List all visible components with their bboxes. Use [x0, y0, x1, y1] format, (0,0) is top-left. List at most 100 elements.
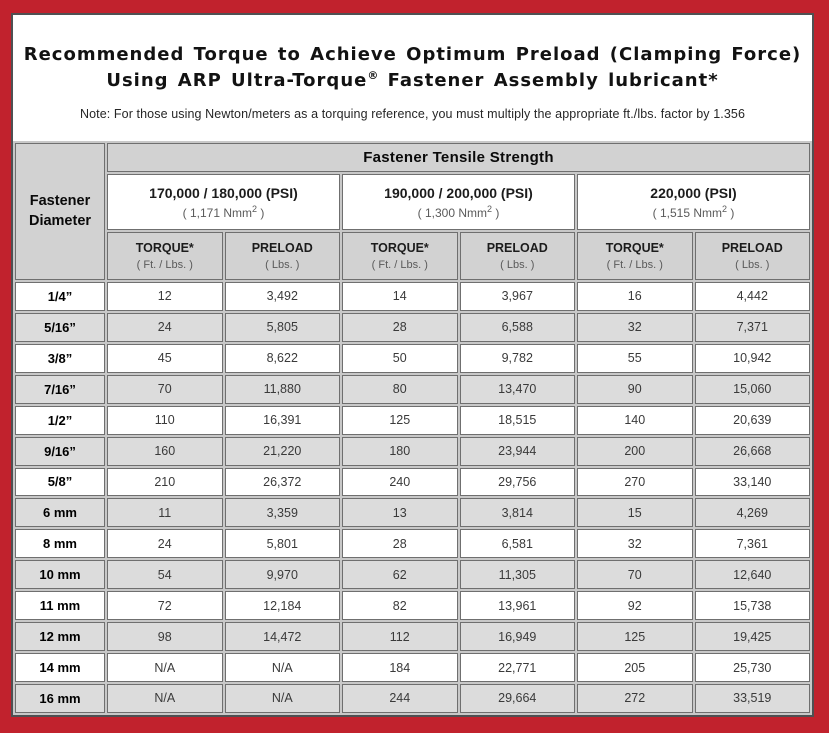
nmm-prefix: ( 1,515 Nmm [652, 205, 722, 220]
torque-value-cell: 54 [107, 560, 223, 590]
content-frame: Recommended Torque to Achieve Optimum Pr… [11, 13, 814, 717]
preload-value-cell: 23,944 [459, 436, 575, 466]
torque-value-cell: 140 [577, 405, 693, 435]
table-row: 1/2” 110 16,391 125 18,515 140 20,639 [15, 405, 810, 435]
page-title-line2-rest: Fastener Assembly lubricant* [378, 70, 719, 91]
psi-group-190-200: 190,000 / 200,000 (PSI) ( 1,300 Nmm2 ) [342, 174, 575, 230]
preload-value-cell: 6,581 [459, 529, 575, 559]
fastener-diameter-cell: 1/4” [15, 282, 105, 311]
torque-value-cell: 12 [107, 282, 223, 311]
torque-column-header: TORQUE* ( Ft. / Lbs. ) [107, 232, 223, 280]
torque-value-cell: 244 [342, 683, 458, 713]
preload-value-cell: 5,801 [224, 529, 340, 559]
torque-value-cell: 92 [577, 591, 693, 621]
fastener-diameter-cell: 5/16” [15, 312, 105, 342]
fastener-diameter-cell: 1/2” [15, 405, 105, 435]
torque-value-cell: N/A [107, 683, 223, 713]
preload-value-cell: 12,640 [694, 560, 810, 590]
preload-label: PRELOAD [721, 241, 783, 255]
table-header: Fastener Diameter Fastener Tensile Stren… [15, 143, 810, 280]
preload-value-cell: 14,472 [224, 622, 340, 652]
torque-value-cell: 70 [577, 560, 693, 590]
nmm-label: ( 1,171 Nmm2 ) [108, 203, 339, 220]
fastener-diameter-cell: 14 mm [15, 653, 105, 682]
preload-value-cell: 21,220 [224, 436, 340, 466]
torque-value-cell: 28 [342, 529, 458, 559]
torque-value-cell: 205 [577, 653, 693, 682]
torque-value-cell: 210 [107, 467, 223, 497]
nmm-suffix: ) [492, 205, 500, 220]
preload-value-cell: 4,442 [694, 282, 810, 311]
preload-unit: ( Lbs. ) [265, 259, 300, 271]
torque-value-cell: 11 [107, 498, 223, 528]
preload-value-cell: 4,269 [694, 498, 810, 528]
preload-column-header: PRELOAD ( Lbs. ) [459, 232, 575, 280]
preload-value-cell: 29,756 [459, 467, 575, 497]
preload-value-cell: 33,519 [694, 683, 810, 713]
fastener-diameter-header: Fastener Diameter [15, 143, 105, 280]
table-row: 9/16” 160 21,220 180 23,944 200 26,668 [15, 436, 810, 466]
psi-label: 190,000 / 200,000 (PSI) [384, 184, 533, 201]
preload-value-cell: 18,515 [459, 405, 575, 435]
torque-value-cell: 160 [107, 436, 223, 466]
page-title-line2-text: Using ARP Ultra-Torque [106, 70, 368, 91]
torque-label: TORQUE* [370, 241, 429, 255]
torque-table: Fastener Diameter Fastener Tensile Stren… [13, 141, 812, 715]
preload-value-cell: 15,060 [694, 374, 810, 404]
torque-label: TORQUE* [605, 241, 664, 255]
preload-value-cell: 25,730 [694, 653, 810, 682]
preload-value-cell: 6,588 [459, 312, 575, 342]
preload-column-header: PRELOAD ( Lbs. ) [224, 232, 340, 280]
preload-value-cell: 16,391 [224, 405, 340, 435]
page-title-line2: Using ARP Ultra-Torque® Fastener Assembl… [13, 68, 812, 94]
fastener-diameter-cell: 8 mm [15, 529, 105, 559]
preload-value-cell: 3,814 [459, 498, 575, 528]
torque-value-cell: 32 [577, 529, 693, 559]
page-title-line1: Recommended Torque to Achieve Optimum Pr… [23, 44, 802, 65]
preload-value-cell: 9,970 [224, 560, 340, 590]
preload-value-cell: 3,492 [224, 282, 340, 311]
torque-value-cell: 180 [342, 436, 458, 466]
note-text: Note: For those using Newton/meters as a… [79, 107, 745, 121]
nmm-superscript: 2 [722, 203, 728, 214]
fastener-diameter-cell: 10 mm [15, 560, 105, 590]
registered-trademark-icon: ® [367, 69, 379, 82]
fastener-diameter-cell: 6 mm [15, 498, 105, 528]
torque-value-cell: 272 [577, 683, 693, 713]
preload-value-cell: 3,967 [459, 282, 575, 311]
table-row: 14 mm N/A N/A 184 22,771 205 25,730 [15, 653, 810, 682]
table-row: 16 mm N/A N/A 244 29,664 272 33,519 [15, 683, 810, 713]
psi-group-220: 220,000 (PSI) ( 1,515 Nmm2 ) [577, 174, 810, 230]
fastener-diameter-cell: 9/16” [15, 436, 105, 466]
nmm-suffix: ) [257, 205, 265, 220]
torque-value-cell: 90 [577, 374, 693, 404]
preload-label: PRELOAD [486, 241, 548, 255]
preload-value-cell: 12,184 [224, 591, 340, 621]
preload-value-cell: 26,668 [694, 436, 810, 466]
preload-value-cell: 16,949 [459, 622, 575, 652]
torque-value-cell: 32 [577, 312, 693, 342]
preload-value-cell: 7,361 [694, 529, 810, 559]
preload-column-header: PRELOAD ( Lbs. ) [694, 232, 810, 280]
torque-value-cell: 13 [342, 498, 458, 528]
preload-unit: ( Lbs. ) [735, 259, 770, 271]
table-row: 7/16” 70 11,880 80 13,470 90 15,060 [15, 374, 810, 404]
table-row: 11 mm 72 12,184 82 13,961 92 15,738 [15, 591, 810, 621]
fastener-diameter-cell: 7/16” [15, 374, 105, 404]
psi-header-row: 170,000 / 180,000 (PSI) ( 1,171 Nmm2 ) 1… [15, 174, 810, 230]
torque-value-cell: 62 [342, 560, 458, 590]
preload-value-cell: 11,880 [224, 374, 340, 404]
preload-value-cell: 10,942 [694, 343, 810, 373]
fastener-diameter-cell: 5/8” [15, 467, 105, 497]
torque-value-cell: 16 [577, 282, 693, 311]
nmm-superscript: 2 [252, 203, 258, 214]
preload-value-cell: 11,305 [459, 560, 575, 590]
psi-group-170-180: 170,000 / 180,000 (PSI) ( 1,171 Nmm2 ) [107, 174, 340, 230]
preload-value-cell: 3,359 [224, 498, 340, 528]
preload-value-cell: 7,371 [694, 312, 810, 342]
torque-value-cell: 98 [107, 622, 223, 652]
torque-column-header: TORQUE* ( Ft. / Lbs. ) [342, 232, 458, 280]
nmm-suffix: ) [727, 205, 735, 220]
psi-label: 220,000 (PSI) [650, 184, 737, 201]
